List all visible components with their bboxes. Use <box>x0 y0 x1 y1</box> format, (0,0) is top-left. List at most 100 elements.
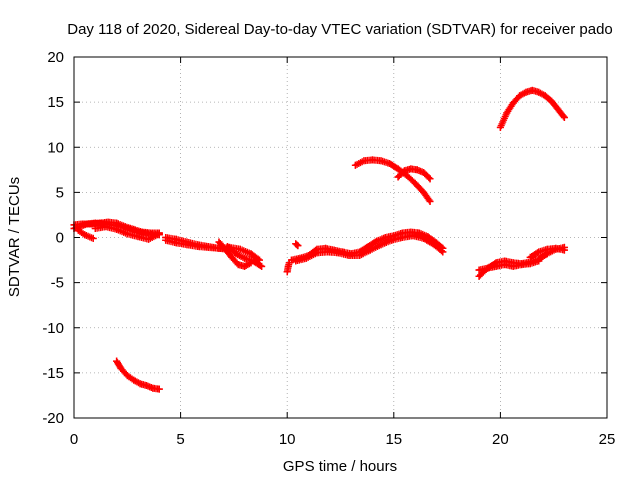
y-tick-label: -10 <box>42 320 64 337</box>
data-point <box>377 241 385 249</box>
data-point <box>509 262 517 270</box>
data-point <box>292 257 300 265</box>
data-point <box>518 261 526 269</box>
series-arc-19 <box>526 244 568 261</box>
data-point <box>283 268 291 276</box>
data-point <box>172 235 180 243</box>
data-point <box>366 246 374 254</box>
data-point <box>121 223 129 231</box>
x-axis-label: GPS time / hours <box>283 458 397 475</box>
y-tick-label: 15 <box>47 94 64 111</box>
series-arc-11 <box>292 240 302 250</box>
data-point <box>232 250 240 258</box>
data-point <box>496 123 504 131</box>
data-point <box>503 109 511 117</box>
data-point <box>501 261 509 269</box>
series-arc-09 <box>113 357 163 393</box>
data-point <box>420 234 428 242</box>
data-point <box>287 256 295 264</box>
data-point <box>302 254 310 262</box>
y-tick-label: 20 <box>47 49 64 66</box>
data-point <box>356 252 364 260</box>
data-point <box>407 165 415 173</box>
data-point <box>560 113 568 121</box>
x-tick-label: 0 <box>70 431 78 448</box>
data-point <box>377 157 385 165</box>
data-point <box>102 223 110 231</box>
series-arc-18 <box>475 257 543 274</box>
data-point <box>241 254 249 262</box>
data-point <box>420 169 428 177</box>
data-point <box>554 105 562 113</box>
data-point <box>552 244 560 252</box>
data-point <box>426 175 434 183</box>
data-point <box>91 224 99 232</box>
y-tick-label: -20 <box>42 410 64 427</box>
data-point <box>117 364 125 372</box>
data-point <box>284 262 292 270</box>
y-axis-label: SDTVAR / TECUs <box>6 177 23 297</box>
data-point <box>526 260 534 268</box>
series-markers <box>113 357 163 393</box>
data-point <box>113 225 121 233</box>
data-point <box>373 237 381 245</box>
series-arc-16 <box>496 86 568 131</box>
data-point <box>439 248 447 256</box>
data-point <box>543 245 551 253</box>
data-point <box>368 156 376 164</box>
data-point <box>113 357 121 365</box>
data-point <box>413 166 421 174</box>
series-arc-04 <box>91 223 163 243</box>
data-point <box>79 220 87 228</box>
data-point <box>183 238 191 246</box>
data-point <box>351 161 359 169</box>
data-point <box>234 261 242 269</box>
data-point <box>548 97 556 105</box>
series-markers <box>292 240 302 250</box>
data-point <box>134 233 142 241</box>
data-point <box>535 88 543 96</box>
data-point <box>388 236 396 244</box>
series-arc-08 <box>224 243 266 270</box>
data-point <box>241 262 249 270</box>
data-point <box>528 86 536 94</box>
series-arc-14 <box>351 156 434 205</box>
data-point <box>415 229 423 237</box>
data-point <box>155 385 163 393</box>
axes-ticks: 0 5 10 15 20 25 -20 -15 -10 -5 0 5 10 15 20 <box>42 49 615 448</box>
data-point <box>149 384 157 392</box>
data-point <box>560 246 568 254</box>
data-point <box>426 197 434 205</box>
data-point <box>194 241 202 249</box>
series-arc-03 <box>74 226 97 242</box>
data-point <box>475 266 483 274</box>
data-point <box>247 250 255 258</box>
data-point <box>204 243 212 251</box>
data-point <box>400 167 408 175</box>
y-tick-label: -5 <box>51 275 64 292</box>
series-arc-02 <box>70 218 163 237</box>
data-point <box>123 372 131 380</box>
data-point <box>398 234 406 241</box>
data-point <box>215 238 223 246</box>
series-arc-07 <box>215 238 255 270</box>
data-point <box>345 252 353 260</box>
data-point <box>249 257 257 265</box>
data-point <box>89 234 97 242</box>
data-point <box>294 242 302 250</box>
data-point <box>526 253 534 261</box>
data-point <box>394 165 402 173</box>
chart-title: Day 118 of 2020, Sidereal Day-to-day VTE… <box>67 21 613 38</box>
data-point <box>492 262 500 270</box>
data-point <box>411 179 419 187</box>
data-point <box>409 232 417 240</box>
data-point <box>541 92 549 100</box>
y-tick-label: 5 <box>56 184 64 201</box>
x-tick-label: 10 <box>279 431 296 448</box>
data-point <box>324 248 332 256</box>
data-point <box>145 235 153 243</box>
data-point <box>258 262 266 270</box>
data-point <box>420 188 428 196</box>
data-point <box>123 230 131 238</box>
